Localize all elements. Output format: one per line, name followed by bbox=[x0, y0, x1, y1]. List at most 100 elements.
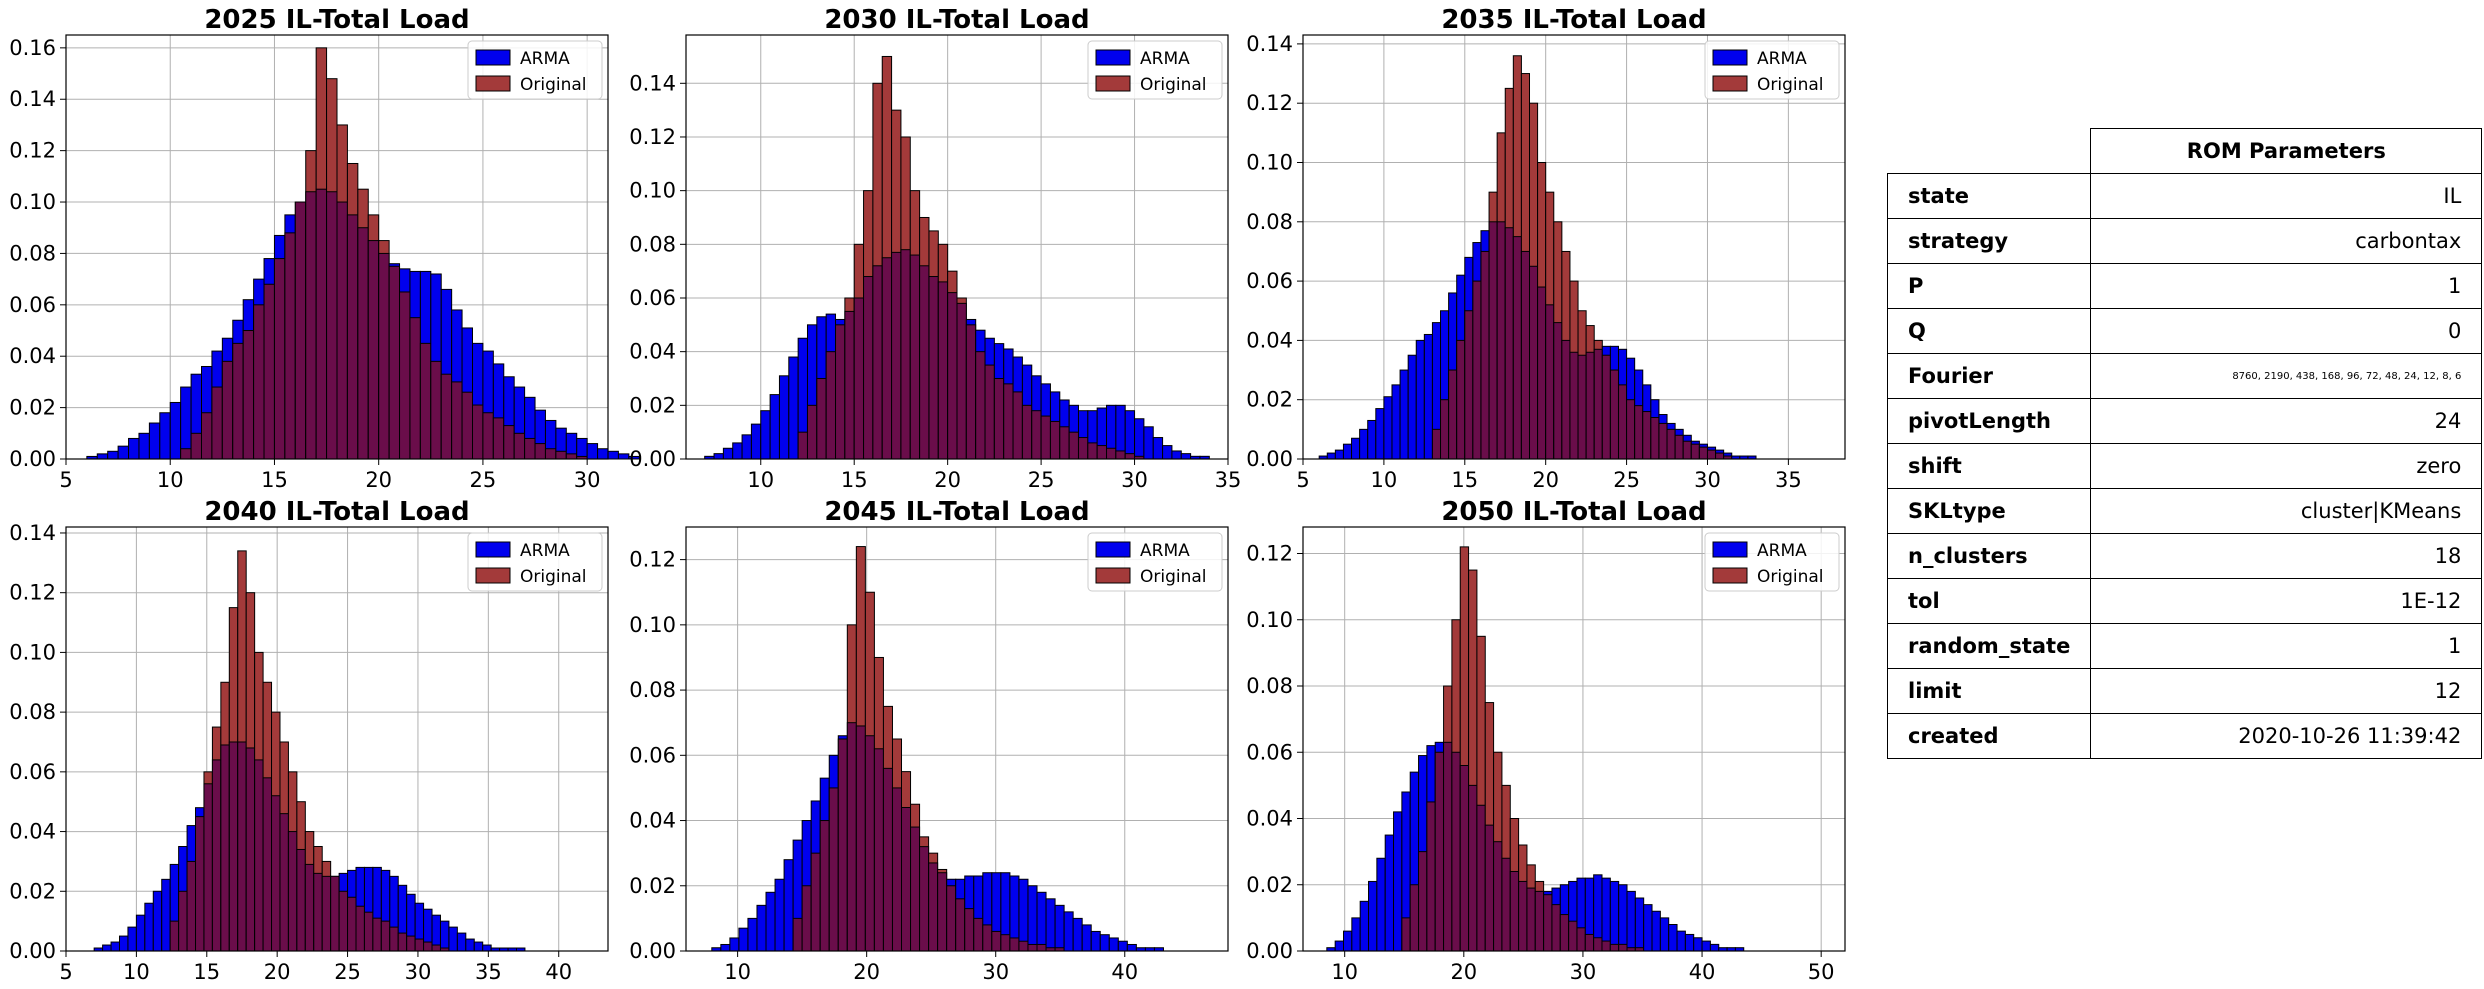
x-tick-label: 15 bbox=[1451, 468, 1478, 492]
arma-bar bbox=[482, 944, 492, 952]
y-tick-label: 0.12 bbox=[9, 581, 56, 605]
arma-bar bbox=[760, 410, 771, 460]
overlap-bar bbox=[190, 432, 202, 460]
y-tick-label: 0.00 bbox=[1246, 447, 1293, 471]
overlap-bar bbox=[271, 795, 281, 952]
overlap-bar bbox=[1476, 804, 1486, 952]
legend-swatch-original bbox=[475, 75, 511, 92]
arma-bar bbox=[756, 904, 767, 952]
overlap-bar bbox=[928, 862, 939, 952]
arma-bar bbox=[1659, 917, 1670, 952]
overlap-bar bbox=[232, 342, 244, 460]
overlap-bar bbox=[863, 276, 874, 460]
x-tick-label: 25 bbox=[1613, 468, 1640, 492]
param-key: SKLtype bbox=[1886, 488, 2092, 534]
overlap-bar bbox=[872, 265, 883, 460]
y-tick-label: 0.06 bbox=[629, 286, 676, 310]
param-key: limit bbox=[1886, 668, 2092, 714]
overlap-bar bbox=[287, 831, 298, 952]
overlap-bar bbox=[1568, 920, 1578, 952]
axes-frame bbox=[1302, 34, 1846, 460]
y-tick-label: 0.10 bbox=[1246, 608, 1293, 632]
legend-swatch-original bbox=[1095, 75, 1131, 92]
arma-bar bbox=[722, 447, 734, 460]
overlap-bar bbox=[1706, 449, 1717, 460]
arma-bar bbox=[720, 943, 731, 952]
y-tick-label: 0.04 bbox=[1246, 807, 1293, 831]
bars bbox=[711, 546, 1164, 952]
chart-title: 2040 IL-Total Load bbox=[204, 497, 469, 527]
bars bbox=[1318, 55, 1757, 460]
y-tick-label: 0.12 bbox=[9, 139, 56, 163]
x-tick-label: 40 bbox=[1111, 960, 1138, 984]
y-tick-label: 0.04 bbox=[1246, 328, 1293, 352]
arma-bar bbox=[750, 423, 762, 460]
overlap-bar bbox=[1049, 420, 1061, 460]
overlap-bar bbox=[1468, 784, 1478, 952]
arma-bar bbox=[576, 437, 588, 460]
x-tick-label: 10 bbox=[123, 960, 150, 984]
overlap-bar bbox=[1658, 422, 1668, 460]
param-key: n_clusters bbox=[1886, 533, 2092, 579]
arma-bar bbox=[169, 401, 182, 460]
arma-bar bbox=[152, 890, 163, 952]
overlap-bar bbox=[461, 391, 474, 460]
overlap-bar bbox=[835, 324, 846, 460]
arma-bar bbox=[774, 878, 785, 952]
arma-bar bbox=[729, 937, 740, 952]
y-tick-label: 0.08 bbox=[629, 232, 676, 256]
y-tick-label: 0.10 bbox=[629, 613, 676, 637]
overlap-bar bbox=[946, 885, 957, 952]
overlap-bar bbox=[363, 911, 374, 952]
param-key: Fourier bbox=[1886, 353, 2092, 399]
arma-bar bbox=[769, 394, 780, 460]
overlap-bar bbox=[797, 431, 808, 460]
arma-bar bbox=[1701, 940, 1711, 952]
overlap-bar bbox=[367, 240, 380, 460]
overlap-bar bbox=[1472, 280, 1482, 460]
chart-title: 2030 IL-Total Load bbox=[824, 5, 1089, 35]
overlap-bar bbox=[1545, 304, 1555, 460]
overlap-bar bbox=[1484, 824, 1495, 952]
arma-bar bbox=[1171, 450, 1182, 460]
overlap-bar bbox=[792, 917, 803, 952]
overlap-bar bbox=[237, 741, 247, 952]
legend-label-original: Original bbox=[1757, 567, 1824, 587]
y-tick-label: 0.00 bbox=[9, 939, 56, 963]
overlap-bar bbox=[837, 738, 848, 952]
arma-bar bbox=[1407, 354, 1417, 460]
overlap-bar bbox=[1561, 339, 1571, 460]
param-value: cluster|KMeans bbox=[2090, 488, 2483, 534]
y-tick-label: 0.00 bbox=[629, 939, 676, 963]
arma-bar bbox=[110, 941, 120, 952]
chart-svg-2035: 2035 IL-Total Load 5 10 15 20 25 30 35 0.00 0.02 0… bbox=[1246, 5, 1846, 492]
arma-bar bbox=[448, 926, 458, 952]
arma-bar bbox=[1124, 410, 1136, 460]
histogram-2025: 2025 IL-Total Load 5 10 15 20 25 30 0.00 0.02 0.0… bbox=[0, 0, 640, 492]
arma-bar bbox=[747, 917, 758, 952]
legend-swatch-original bbox=[1712, 567, 1748, 584]
arma-bar bbox=[144, 902, 154, 952]
legend-label-arma: ARMA bbox=[1757, 541, 1807, 561]
overlap-bar bbox=[1431, 428, 1442, 460]
arma-bar bbox=[738, 927, 749, 952]
overlap-bar bbox=[1569, 351, 1579, 460]
x-tick-label: 20 bbox=[264, 960, 291, 984]
overlap-bar bbox=[279, 813, 289, 952]
overlap-bar bbox=[380, 920, 391, 952]
overlap-bar bbox=[242, 330, 255, 460]
overlap-bar bbox=[186, 860, 197, 952]
arma-bar bbox=[586, 443, 599, 460]
arma-bar bbox=[1368, 880, 1378, 952]
legend-label-original: Original bbox=[520, 567, 587, 587]
overlap-bar bbox=[524, 437, 536, 460]
arma-bar bbox=[1108, 937, 1119, 952]
x-tick-label: 25 bbox=[470, 468, 497, 492]
overlap-bar bbox=[1426, 801, 1436, 952]
bars bbox=[704, 55, 1210, 460]
overlap-bar bbox=[947, 292, 958, 460]
y-tick-label: 0.06 bbox=[1246, 269, 1293, 293]
overlap-bar bbox=[900, 249, 911, 460]
overlap-bar bbox=[1682, 440, 1692, 460]
overlap-bar bbox=[201, 412, 213, 460]
